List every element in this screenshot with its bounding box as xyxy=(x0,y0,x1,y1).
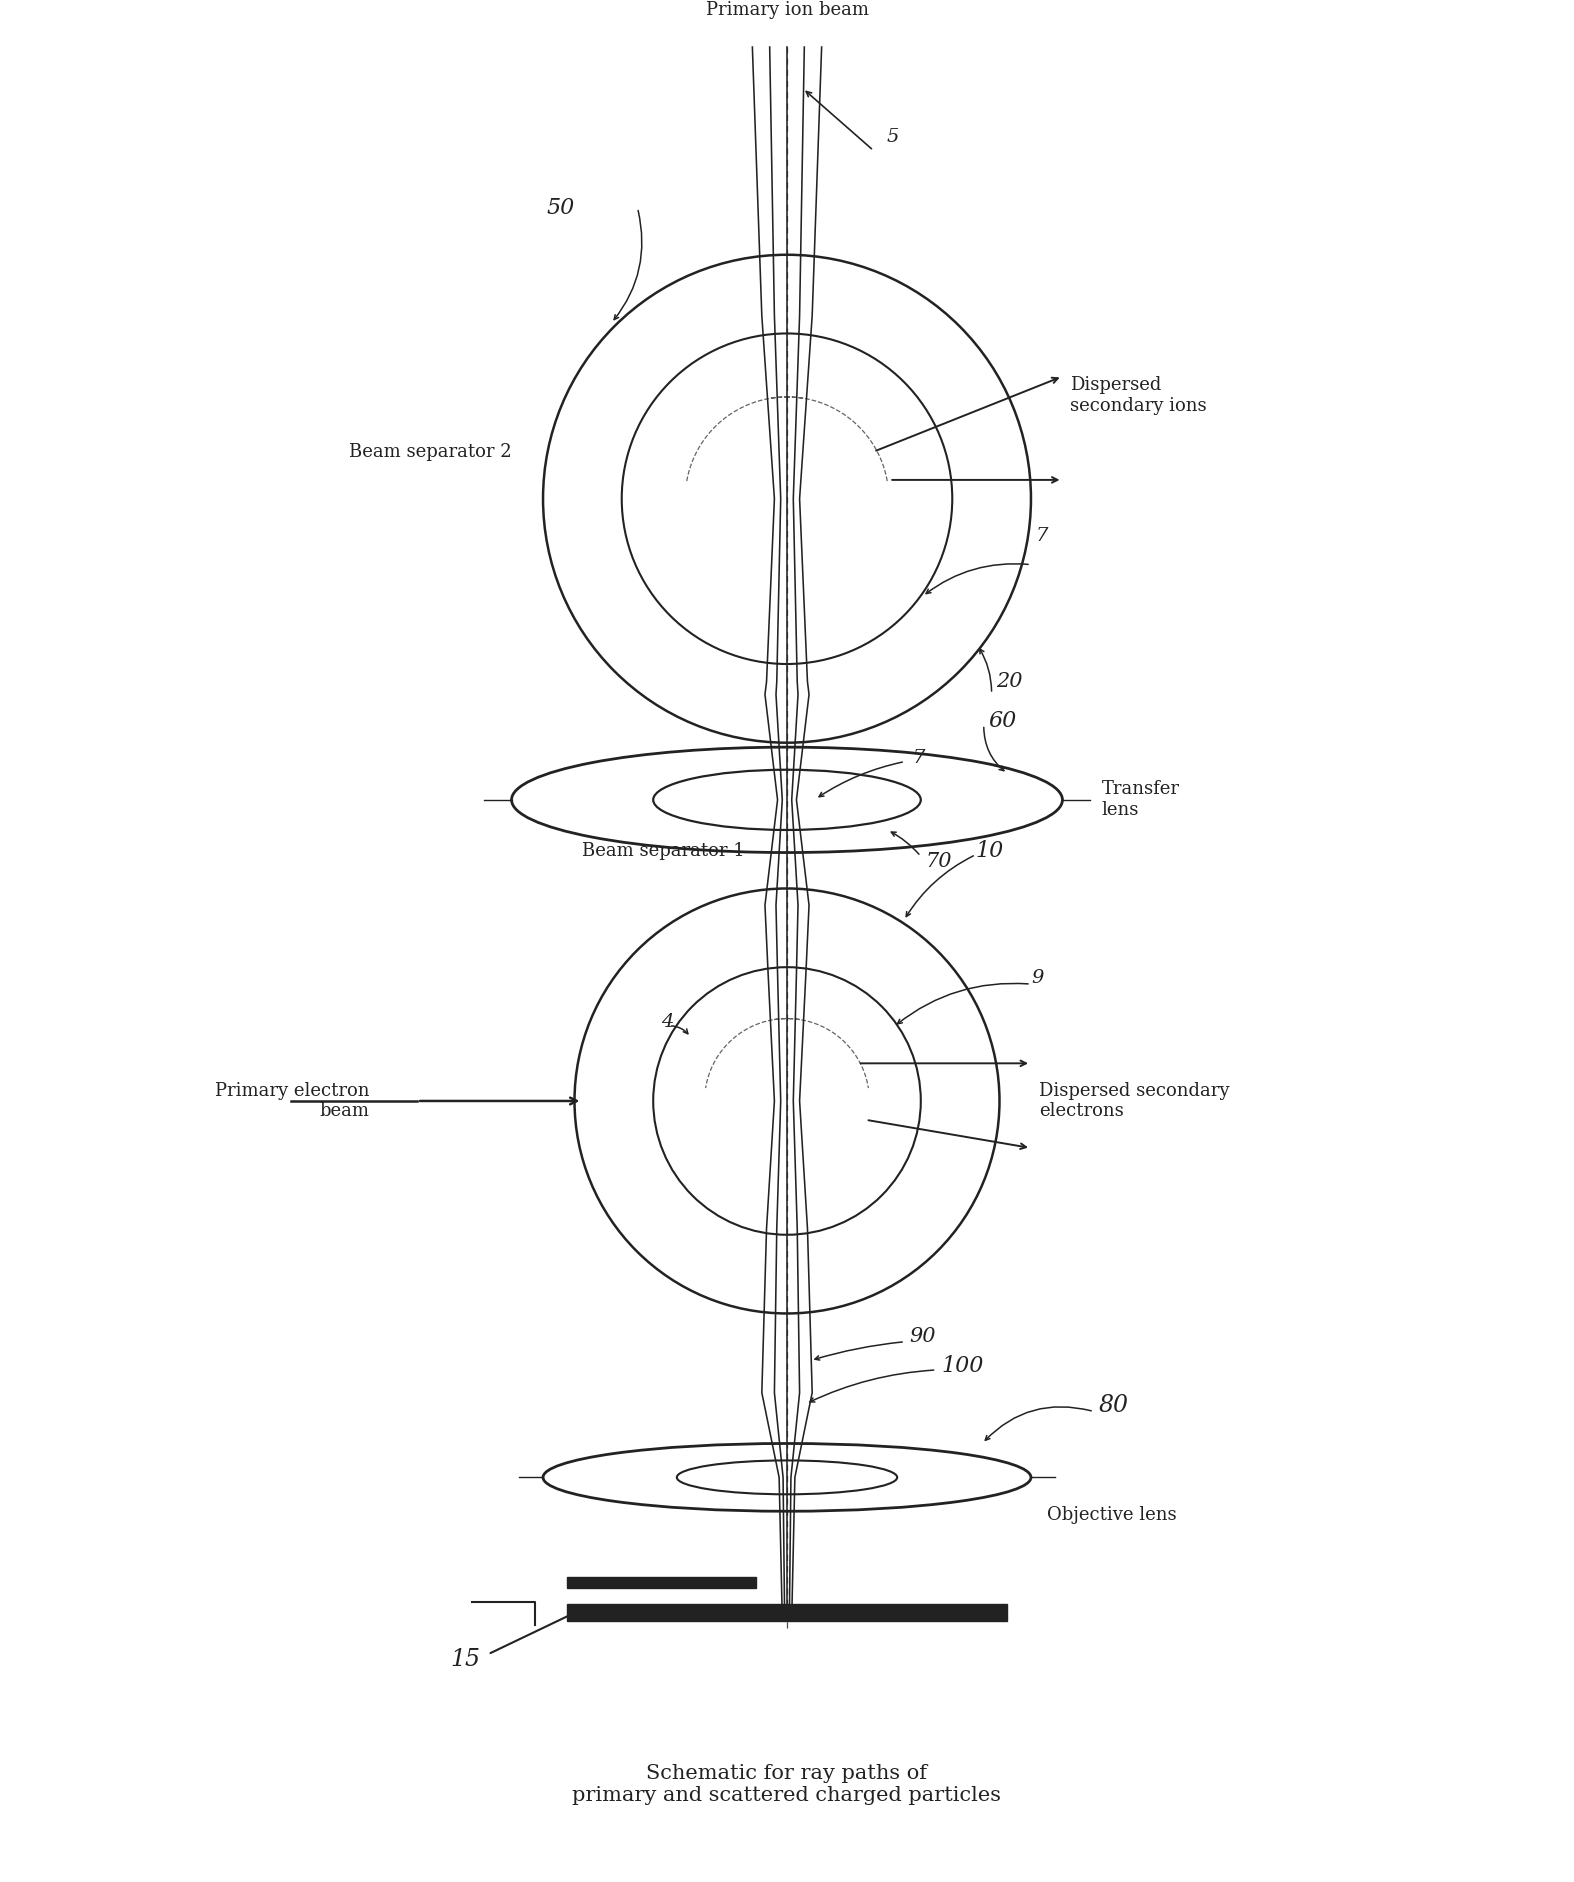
Text: Schematic for ray paths of
primary and scattered charged particles: Schematic for ray paths of primary and s… xyxy=(573,1763,1001,1805)
Text: 50: 50 xyxy=(546,198,575,218)
Text: 4: 4 xyxy=(661,1013,674,1031)
Text: Primary electron
beam: Primary electron beam xyxy=(216,1082,370,1120)
Text: 15: 15 xyxy=(450,1649,480,1671)
Text: 5: 5 xyxy=(886,128,899,147)
Text: Dispersed
secondary ions: Dispersed secondary ions xyxy=(1070,376,1207,414)
Text: 80: 80 xyxy=(1099,1395,1129,1417)
Text: 70: 70 xyxy=(926,853,952,871)
Text: 90: 90 xyxy=(910,1327,937,1346)
Text: Transfer
lens: Transfer lens xyxy=(1102,781,1180,819)
Text: 7: 7 xyxy=(1036,527,1048,546)
Bar xyxy=(567,1603,1007,1622)
Text: Dispersed secondary
electrons: Dispersed secondary electrons xyxy=(1039,1082,1229,1120)
Text: Primary ion beam: Primary ion beam xyxy=(705,0,869,19)
Text: 20: 20 xyxy=(996,672,1023,691)
Text: Beam separator 1: Beam separator 1 xyxy=(582,841,745,860)
Text: Beam separator 2: Beam separator 2 xyxy=(349,442,512,461)
Text: Objective lens: Objective lens xyxy=(1047,1506,1176,1524)
Text: 60: 60 xyxy=(988,710,1017,732)
Text: 100: 100 xyxy=(941,1355,984,1378)
Text: 9: 9 xyxy=(1031,969,1044,986)
Text: 10: 10 xyxy=(976,839,1004,862)
Bar xyxy=(567,1577,756,1588)
Text: 7: 7 xyxy=(913,749,926,766)
